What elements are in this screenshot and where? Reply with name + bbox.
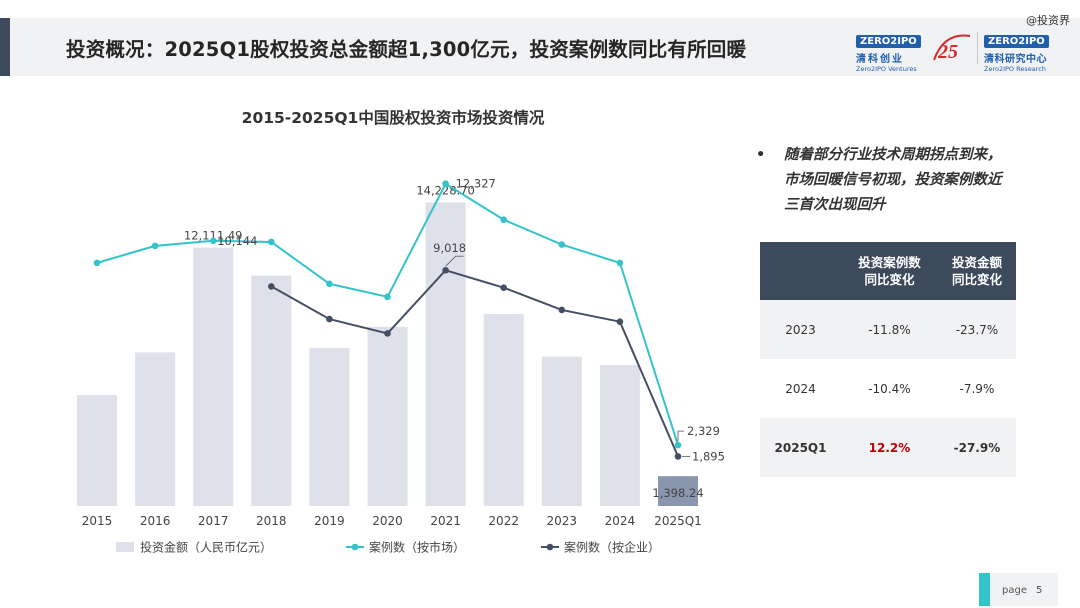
cases-market-point: [384, 293, 391, 301]
logo25-text: 25: [937, 41, 958, 63]
cases-market-point: [151, 242, 159, 250]
logo1-cn: 清科创业: [856, 54, 904, 65]
cases-market-point: [558, 241, 566, 248]
cases-enterprise-point: [384, 330, 391, 337]
zero2ipo-research-logo: ZERO2IPO 清科研究中心 Zero2IPO Research: [984, 29, 1054, 73]
amount-bar: [135, 352, 176, 506]
cases-enterprise-point: [268, 283, 275, 290]
x-tick-label: 2024: [605, 514, 636, 528]
x-tick-label: 2021: [430, 514, 461, 528]
x-tick-label: 2017: [198, 514, 229, 528]
logo2-cn: 清科研究中心: [984, 54, 1047, 65]
cases-market-data-label: 10,144: [217, 234, 257, 248]
bullet-text: 随着部分行业技术周期拐点到来，市场回暖信号初现，投资案例数近三首次出现回升: [784, 147, 1002, 213]
table-cell-amount: -23.7%: [937, 300, 1016, 359]
footer-box: [990, 573, 1058, 606]
table-header-cases: 投资案例数 同比变化: [841, 242, 938, 300]
leader-line: [677, 430, 684, 442]
table-cell-cases: -11.8%: [841, 300, 938, 359]
cases-market-point: [93, 259, 101, 267]
cases-enterprise-line: [270, 269, 679, 457]
watermark: @投资界: [1026, 14, 1070, 27]
amount-bar: [541, 356, 582, 506]
legend-label-enterprise: 案例数（按企业）: [564, 540, 660, 555]
logo-separator: [977, 32, 978, 64]
table-row: 2024 -10.4% -7.9%: [760, 359, 1016, 418]
legend-swatch-amount: [116, 542, 134, 552]
title-accent: [0, 18, 10, 76]
amount-bar: [251, 275, 292, 506]
logo1-box: ZERO2IPO: [856, 35, 921, 48]
amount-bar: [483, 314, 524, 506]
table-cell-cases: -10.4%: [841, 359, 938, 418]
legend-swatch-enterprise-dot: [546, 543, 554, 551]
amount-bar: [309, 348, 350, 506]
x-tick-label: 2022: [488, 514, 519, 528]
amount-bar: [367, 326, 408, 506]
amount-bar: [193, 247, 234, 506]
cases-market-data-label: 12,327: [456, 177, 496, 191]
amount-bar: [77, 395, 117, 506]
table-cell-amount: -7.9%: [937, 359, 1016, 418]
footer-accent: [979, 573, 990, 606]
cases-market-point: [500, 216, 508, 224]
x-tick-label: 2020: [372, 514, 403, 528]
x-tick-label: 2025Q1: [654, 514, 702, 528]
anniversary-25-logo: 25: [933, 34, 971, 63]
table-cell-year: 2025Q1: [760, 418, 842, 477]
table-cell-year: 2023: [760, 300, 842, 359]
cases-enterprise-data-label: 9,018: [433, 241, 466, 255]
table-row: 2023 -11.8% -23.7%: [760, 300, 1016, 359]
cases-market-point: [442, 180, 449, 188]
cases-market-point: [674, 441, 682, 449]
logo1-en: Zero2IPO Ventures: [856, 65, 917, 73]
amount-bar: [658, 476, 698, 506]
header-cases-text: 投资案例数 同比变化: [858, 255, 921, 287]
cases-market-point: [209, 237, 217, 245]
table-header-year: [760, 242, 842, 300]
logo2-box: ZERO2IPO: [984, 35, 1049, 48]
cases-enterprise-data-label: 1,895: [692, 449, 725, 463]
legend-swatch-market-dot: [351, 543, 359, 551]
chart-title: 2015-2025Q1中国股权投资市场投资情况: [241, 109, 545, 127]
page-title: 投资概况：2025Q1股权投资总金额超1,300亿元，投资案例数同比有所回暖: [66, 38, 747, 61]
cases-enterprise-point: [500, 284, 508, 292]
legend-label-amount: 投资金额（人民币亿元）: [140, 540, 272, 555]
cases-enterprise-point: [616, 318, 624, 325]
leader-line: [445, 255, 464, 267]
cases-enterprise-point: [674, 453, 682, 460]
legend-label-market: 案例数（按市场）: [369, 540, 465, 555]
logo2-en: Zero2IPO Research: [984, 65, 1046, 73]
page-label: page: [1002, 585, 1027, 596]
x-tick-label: 2016: [140, 514, 171, 528]
amount-data-label: 1,398.24: [652, 486, 703, 500]
table-row: 2025Q1 12.2% -27.9%: [760, 418, 1016, 477]
cases-market-point: [616, 259, 624, 267]
table-cell-amount: -27.9%: [937, 418, 1016, 477]
cases-market-point: [268, 238, 275, 246]
cases-market-data-label: 2,329: [687, 424, 720, 438]
yoy-table: 投资案例数 同比变化 投资金额 同比变化 2023 -11.8% -23.7% …: [760, 242, 1016, 477]
table-cell-cases-highlight: 12.2%: [841, 418, 938, 477]
cases-enterprise-point: [558, 306, 566, 314]
x-tick-label: 2015: [82, 514, 113, 528]
x-tick-label: 2023: [547, 514, 578, 528]
amount-bar: [599, 365, 640, 506]
zero2ipo-ventures-logo: ZERO2IPO 清科创业 Zero2IPO Ventures: [856, 29, 922, 73]
page-number: 5: [1036, 585, 1043, 596]
table-header-amount: 投资金额 同比变化: [937, 242, 1016, 300]
table-cell-year: 2024: [760, 359, 842, 418]
cases-enterprise-point: [326, 315, 333, 323]
header-amount-text: 投资金额 同比变化: [951, 255, 1002, 287]
bullet-marker: •: [756, 147, 766, 163]
amount-data-label: 12,111.49: [184, 229, 243, 243]
cases-market-point: [326, 280, 333, 288]
cases-enterprise-point: [442, 266, 449, 274]
x-tick-label: 2019: [314, 514, 345, 528]
x-tick-label: 2018: [256, 514, 287, 528]
amount-bar: [425, 202, 466, 506]
